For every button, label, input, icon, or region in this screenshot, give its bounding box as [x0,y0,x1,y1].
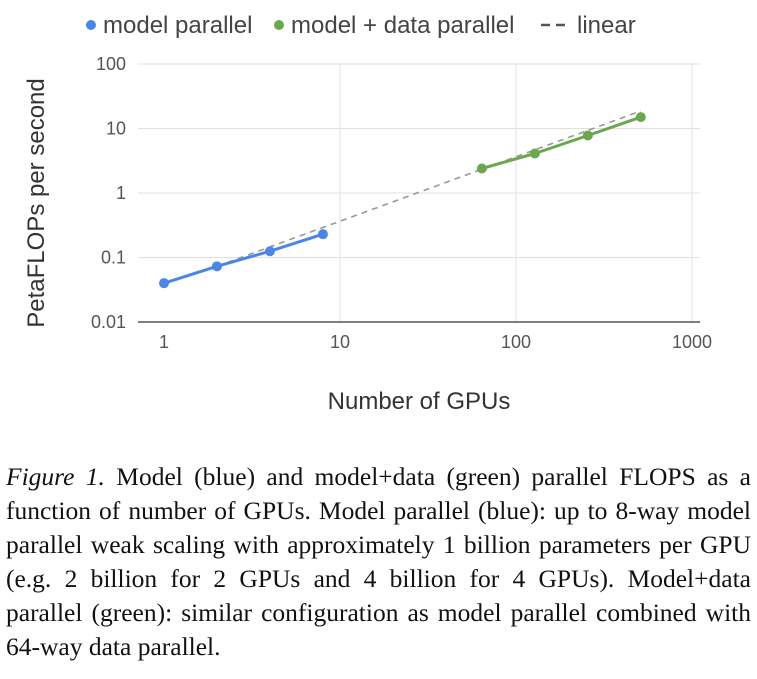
series-line-linear [216,110,642,268]
x-tick-label: 1 [159,332,169,352]
data-point-model-parallel [159,278,169,289]
y-tick-label: 10 [106,119,126,139]
chart: 1 10 100 1000 100 10 1 0.1 0.01 model parallel m… [23,12,712,415]
caption-text: Model (blue) and model+data (green) para… [6,462,751,661]
x-tick-label: 10 [330,332,350,352]
x-axis-title: Number of GPUs [328,388,511,415]
data-point-model-data-parallel [529,148,540,159]
y-tick-label: 0.01 [91,312,126,332]
y-tick-label: 0.1 [101,248,126,268]
legend-label-model-parallel: model parallel [103,12,252,39]
y-axis-title: PetaFLOPs per second [23,78,50,327]
data-point-model-data-parallel [582,130,593,141]
figure-caption: Figure 1. Model (blue) and model+data (g… [6,460,751,664]
legend: model parallel model + data parallel lin… [86,12,636,39]
y-tick-label: 100 [96,54,126,74]
data-point-model-data-parallel [476,163,487,174]
data-point-model-parallel [211,261,222,272]
data-point-model-data-parallel [635,112,646,123]
y-tick-label: 1 [116,183,126,203]
x-tick-label: 100 [501,332,531,352]
series-line-model-parallel [163,232,324,285]
x-tick-label: 1000 [672,332,712,352]
data-point-model-parallel [317,229,328,240]
data-point-model-parallel [264,246,275,257]
legend-label-linear: linear [577,12,636,39]
caption-label: Figure 1. [6,462,105,491]
series [159,110,646,289]
legend-swatch-model-parallel [86,20,96,30]
axes: 1 10 100 1000 100 10 1 0.1 0.01 [91,54,712,352]
legend-swatch-model-data-parallel [274,20,284,30]
series-line-model-data-parallel [481,115,642,170]
legend-label-model-data-parallel: model + data parallel [291,12,514,39]
